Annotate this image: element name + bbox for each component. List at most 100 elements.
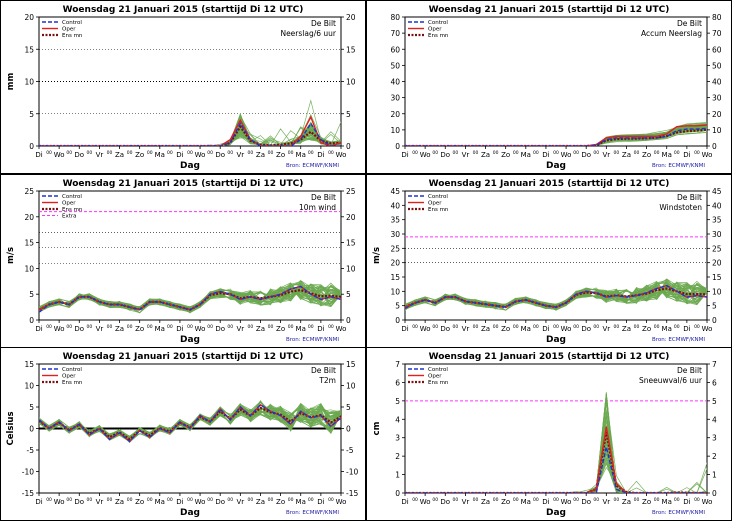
control-line xyxy=(405,127,707,146)
chart-subtitle: Neerslag/6 uur xyxy=(280,29,336,38)
x-minor-label: 00 xyxy=(634,497,640,503)
x-tick-label: Zo xyxy=(501,325,510,333)
x-minor-label: 00 xyxy=(328,150,334,156)
x-minor-label: 00 xyxy=(412,497,418,503)
series-group xyxy=(39,99,341,146)
ensemble-member-line xyxy=(405,127,707,146)
y-tick-label-right: 5 xyxy=(712,302,717,311)
y-tick-label-right: 20 xyxy=(712,259,722,268)
x-minor-label: 00 xyxy=(432,324,438,330)
legend-label-extra: Extra xyxy=(62,214,77,220)
y-tick-label-left: 25 xyxy=(24,187,34,196)
x-tick-label: Di xyxy=(542,498,549,506)
x-minor-label: 00 xyxy=(86,497,92,503)
x-tick-label: Vr xyxy=(96,325,104,333)
chart-wind-gusts: Woensdag 21 Januari 2015 (starttijd Di 1… xyxy=(372,179,722,345)
ensemble-member-line xyxy=(405,393,707,493)
x-tick-label: Di xyxy=(683,151,690,159)
x-tick-label: Wo xyxy=(561,151,572,159)
ensemble-member-line xyxy=(405,129,707,146)
ensemble-member-line xyxy=(405,129,707,146)
ensemble-member-line xyxy=(405,462,707,493)
legend-label-ens-mean: Ens mn xyxy=(62,207,83,213)
ensemble-member-line xyxy=(405,128,707,146)
x-minor-label: 00 xyxy=(493,497,499,503)
ensemble-member-line xyxy=(405,466,707,493)
x-minor-label: 00 xyxy=(553,497,559,503)
ensemble-member-line xyxy=(405,125,707,146)
x-minor-label: 00 xyxy=(432,150,438,156)
legend-label-ens-mean: Ens mn xyxy=(428,380,449,386)
source-label: Bron: ECMWF/KNMI xyxy=(652,337,705,343)
x-minor-label: 00 xyxy=(553,324,559,330)
y-tick-label-left: 0 xyxy=(395,489,400,498)
y-tick-label-left: 45 xyxy=(390,187,400,196)
ensemble-member-line xyxy=(405,400,707,493)
ensemble-member-line xyxy=(405,127,707,146)
x-minor-label: 00 xyxy=(187,150,193,156)
y-tick-label-right: 5 xyxy=(712,397,717,406)
x-tick-label: Za xyxy=(481,325,490,333)
ensemble-member-line xyxy=(405,431,707,493)
ensemble-member-line xyxy=(405,416,707,493)
y-tick-label-right: 1 xyxy=(712,471,717,480)
x-minor-label: 00 xyxy=(654,150,660,156)
y-tick-label-right: -10 xyxy=(346,468,358,477)
x-tick-label: Ma xyxy=(296,498,306,506)
station-label: De Bilt xyxy=(311,19,336,28)
y-tick-label-left: 10 xyxy=(390,126,400,135)
x-tick-label: Vr xyxy=(236,498,244,506)
ensemble-member-line xyxy=(405,126,707,146)
x-minor-label: 00 xyxy=(328,324,334,330)
y-tick-label-left: 4 xyxy=(395,415,400,424)
x-minor-label: 00 xyxy=(288,150,294,156)
y-axis-label: m/s xyxy=(6,247,16,264)
x-tick-label: Zo xyxy=(276,498,285,506)
x-minor-label: 00 xyxy=(533,497,539,503)
ensemble-member-line xyxy=(405,452,707,493)
x-axis-label: Dag xyxy=(546,508,566,518)
y-tick-label-right: 5 xyxy=(346,110,351,119)
legend-label-control: Control xyxy=(62,20,82,26)
x-minor-label: 00 xyxy=(614,150,620,156)
x-minor-label: 00 xyxy=(167,497,173,503)
ensemble-member-line xyxy=(405,284,707,311)
x-minor-label: 00 xyxy=(308,324,314,330)
source-label: Bron: ECMWF/KNMI xyxy=(652,163,705,169)
ensemble-member-line xyxy=(405,461,707,493)
x-tick-label: Vr xyxy=(96,151,104,159)
x-tick-label: Ma xyxy=(155,498,165,506)
ensemble-member-line xyxy=(405,130,707,146)
y-tick-label-right: 70 xyxy=(712,29,722,38)
series-group xyxy=(39,280,341,314)
x-tick-label: Wo xyxy=(561,498,572,506)
x-minor-label: 00 xyxy=(167,324,173,330)
x-tick-label: Za xyxy=(115,498,124,506)
x-axis-label: Dag xyxy=(546,335,566,345)
ensemble-member-line xyxy=(405,128,707,146)
y-tick-label-left: 5 xyxy=(29,403,34,412)
x-minor-label: 00 xyxy=(452,324,458,330)
ensemble-member-line xyxy=(405,124,707,146)
x-tick-label: Wo xyxy=(702,325,713,333)
y-tick-label-right: 5 xyxy=(346,290,351,299)
legend-label-ens-mean: Ens mn xyxy=(62,380,83,386)
x-tick-label: Do xyxy=(74,498,84,506)
y-tick-label-left: 5 xyxy=(395,397,400,406)
x-minor-label: 00 xyxy=(288,497,294,503)
chart-temperature-2m: Woensdag 21 Januari 2015 (starttijd Di 1… xyxy=(6,352,358,518)
y-tick-label-left: 60 xyxy=(390,45,400,54)
legend-label-control: Control xyxy=(428,20,448,26)
x-minor-label: 00 xyxy=(573,150,579,156)
ensemble-member-line xyxy=(405,400,707,493)
chart-precipitation-6h: Woensdag 21 Januari 2015 (starttijd Di 1… xyxy=(6,5,356,171)
y-tick-label-right: -15 xyxy=(346,489,358,498)
y-tick-label-left: 0 xyxy=(29,425,34,434)
ensemble-member-line xyxy=(405,425,707,493)
x-minor-label: 00 xyxy=(66,150,72,156)
y-tick-label-left: -5 xyxy=(27,446,35,455)
y-tick-label-right: 0 xyxy=(346,425,351,434)
x-minor-label: 00 xyxy=(107,497,113,503)
ensemble-member-line xyxy=(405,435,707,493)
x-tick-label: Do xyxy=(440,498,450,506)
